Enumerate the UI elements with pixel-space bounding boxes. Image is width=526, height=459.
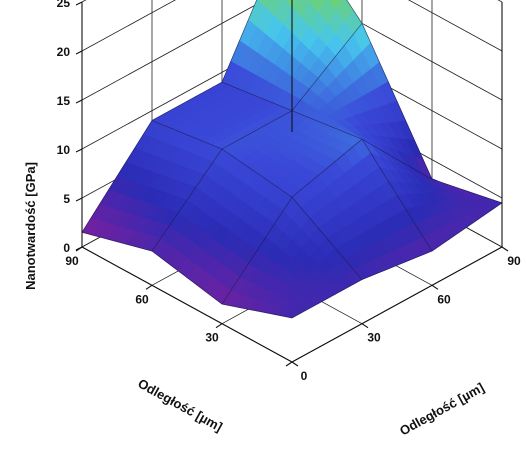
y-tick-mark xyxy=(431,284,439,290)
frame-edge xyxy=(81,246,293,363)
x-tick-mark xyxy=(75,246,83,252)
surface-mesh-line xyxy=(221,138,433,305)
z-tick-mark xyxy=(75,1,83,6)
x-tick-mark xyxy=(145,284,153,290)
y-tick-mark xyxy=(361,323,369,329)
y-axis-ticks: 0 30 60 90 xyxy=(291,246,521,383)
y-tick-label: 30 xyxy=(367,331,381,345)
z-tick-label: 5 xyxy=(63,192,70,206)
box-frame xyxy=(81,0,503,363)
frame-edge xyxy=(291,246,503,363)
surface-mesh-line xyxy=(346,0,503,204)
z-tick-mark xyxy=(75,197,83,202)
y-axis-title: Odległość [µm] xyxy=(397,380,487,439)
x-tick-label: 60 xyxy=(135,292,149,306)
z-tick-mark xyxy=(75,148,83,153)
z-axis-title: Nanotwardość [GPa] xyxy=(23,162,38,290)
x-tick-label: 90 xyxy=(65,254,79,268)
y-tick-mark xyxy=(291,361,299,367)
surface-mesh-line xyxy=(221,81,433,252)
z-tick-label: 0 xyxy=(63,241,70,255)
z-tick-label: 25 xyxy=(57,0,71,10)
z-tick-label: 10 xyxy=(57,143,71,157)
surface-mesh xyxy=(81,0,503,319)
z-tick-label: 20 xyxy=(57,45,71,59)
x-axis-ticks: 30 60 90 xyxy=(65,246,293,367)
back-grid-line xyxy=(408,0,503,52)
y-tick-label: 90 xyxy=(507,254,521,268)
surface-mesh-line xyxy=(81,0,258,233)
x-tick-mark xyxy=(215,323,223,329)
surface-mesh-line xyxy=(151,23,363,252)
y-tick-label: 0 xyxy=(301,369,308,383)
x-tick-label: 30 xyxy=(205,331,219,345)
z-tick-mark xyxy=(75,99,83,104)
z-tick-label: 15 xyxy=(57,94,71,108)
z-axis-ticks: 0 5 10 15 20 25 xyxy=(57,0,83,255)
y-tick-label: 60 xyxy=(437,292,451,306)
x-tick-mark xyxy=(285,361,293,367)
z-tick-mark xyxy=(75,50,83,55)
surface-mesh-line xyxy=(151,120,363,280)
back-grid-line xyxy=(81,0,176,52)
surface-mesh-line xyxy=(81,231,293,319)
surface-mesh-line xyxy=(291,202,503,319)
x-axis-title: Odległość [µm] xyxy=(135,376,225,435)
y-tick-mark xyxy=(501,246,509,252)
